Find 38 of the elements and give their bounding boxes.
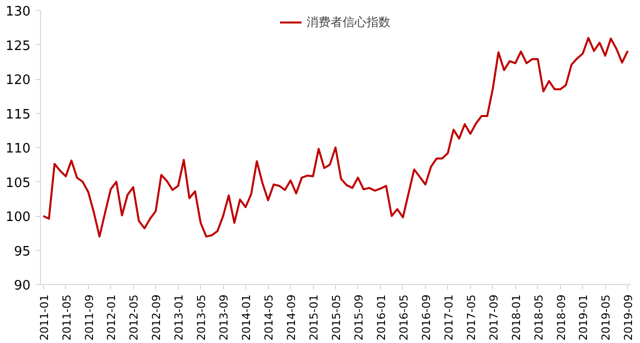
x-tick-label: 2012-01 <box>105 294 118 340</box>
x-tick-label: 2019-09 <box>622 294 636 340</box>
x-tick-label: 2012-05 <box>128 294 141 340</box>
x-tick-label: 2018-09 <box>554 294 568 340</box>
x-tick-label: 2017-01 <box>442 294 456 340</box>
y-tick-label: 100 <box>6 210 31 225</box>
x-tick-label: 2013-01 <box>172 294 186 340</box>
y-tick-label: 105 <box>6 176 31 191</box>
x-tick-label: 2017-09 <box>487 294 500 340</box>
legend-label: 消费者信心指数 <box>306 14 390 30</box>
x-tick-label: 2018-01 <box>510 294 523 340</box>
x-tick-label: 2016-05 <box>397 294 410 340</box>
x-tick-label: 2013-05 <box>195 294 208 340</box>
x-tick-label: 2016-01 <box>374 294 388 340</box>
x-tick-label: 2018-05 <box>532 294 546 340</box>
x-tick-label: 2012-09 <box>150 294 164 340</box>
y-tick-label: 110 <box>6 142 31 156</box>
y-tick-label: 130 <box>6 4 31 20</box>
x-tick-label: 2016-09 <box>420 294 433 340</box>
x-tick-label: 2014-01 <box>240 294 254 340</box>
y-tick-label: 115 <box>6 107 31 122</box>
y-tick-label: 125 <box>6 38 31 54</box>
x-tick-label: 2011-09 <box>82 294 96 340</box>
x-tick-label: 2019-01 <box>577 294 590 340</box>
y-tick-label: 95 <box>14 244 31 260</box>
x-tick-label: 2014-09 <box>285 294 298 340</box>
x-tick-label: 2017-05 <box>464 294 478 340</box>
x-tick-label: 2015-01 <box>308 294 321 340</box>
line-series <box>42 36 629 238</box>
y-tick-label: 90 <box>14 278 31 294</box>
x-tick-label: 2014-05 <box>262 294 276 340</box>
y-tick-label: 120 <box>6 73 31 88</box>
x-tick-label: 2013-09 <box>218 294 231 340</box>
x-tick-label: 2011-01 <box>38 294 51 340</box>
x-tick-label: 2011-05 <box>60 294 74 340</box>
x-tick-label: 2015-09 <box>352 294 366 340</box>
x-tick-label: 2019-05 <box>600 294 613 340</box>
x-tick-label: 2015-05 <box>330 294 343 340</box>
